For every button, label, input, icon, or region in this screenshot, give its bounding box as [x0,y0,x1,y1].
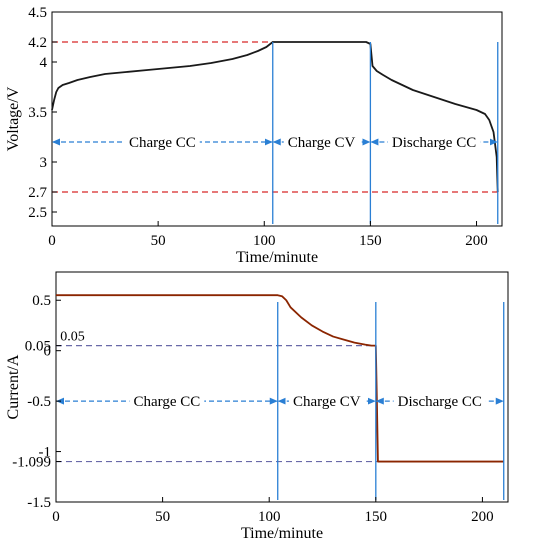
x-tick-label: 100 [258,509,281,525]
y-tick-label: 3.5 [28,105,47,121]
y-tick-label: -0.5 [27,394,51,410]
x-tick-label: 50 [155,509,170,525]
y-axis-label: Current/A [5,354,22,419]
x-tick-label: 150 [359,233,382,249]
x-tick-label: 200 [471,509,494,525]
segment-label-bg [387,132,481,152]
y-tick-label: 3 [40,155,48,171]
x-tick-label: 100 [253,233,276,249]
segment-label-bg [283,132,360,152]
x-tick-label: 200 [465,233,488,249]
x-axis-label: Time/minute [241,525,323,542]
voltage-panel: Charge CC Charge CV Discharge CC 0 50 100 150 2… [5,5,503,266]
y-tick-label: -1.5 [27,495,51,511]
y-tick-label: 4 [40,55,48,71]
segment-label: Charge CC [129,135,196,151]
plot-frame [55,271,509,503]
x-axis-label: Time/minute [236,249,318,266]
segment-label-bg [129,391,205,412]
current-panel: Charge CC Charge CV Discharge CC0.050 50 100… [5,271,509,542]
y-axis-label: Voltage/V [5,86,22,151]
y-tick-label: 4.2 [28,35,47,51]
y-tick-label: 0 [44,344,52,360]
segment-label: Discharge CC [398,394,482,410]
segment-label: Charge CV [293,394,361,410]
y-tick-label: -1.099 [12,455,51,471]
segment-label-bg [393,391,486,412]
reference-label: 0.05 [60,330,85,345]
y-tick-label: 2.7 [28,185,47,201]
y-tick-label: 4.5 [28,5,47,21]
segment-label: Discharge CC [392,135,476,151]
plot-frame [51,11,503,227]
segment-label-bg [124,132,200,152]
y-tick-label: -1 [39,445,52,461]
y-tick-label: 2.5 [28,205,47,221]
y-tick-label: 0.5 [32,293,51,309]
series-line [51,41,499,193]
series-line [56,294,504,463]
segment-label: Charge CC [133,394,200,410]
x-tick-label: 0 [52,509,60,525]
segment-label-bg [288,391,365,412]
x-tick-label: 150 [365,509,388,525]
segment-label: Charge CV [288,135,356,151]
x-tick-label: 0 [48,233,56,249]
x-tick-label: 50 [151,233,166,249]
y-tick-label: 0.05 [25,339,51,355]
